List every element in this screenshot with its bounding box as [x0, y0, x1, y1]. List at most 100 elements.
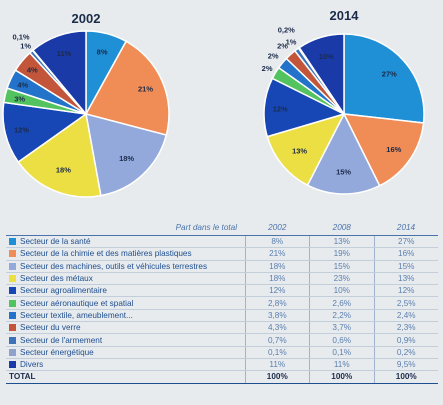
- slice-label: 8%: [97, 47, 108, 56]
- slice-label: 1%: [286, 38, 297, 47]
- slice-label: 2%: [262, 64, 273, 73]
- row-label-cell: Secteur textile, ameublement...: [6, 309, 246, 323]
- row-value: 2,2%: [309, 309, 374, 323]
- row-value: 3,8%: [244, 309, 310, 323]
- slice-label: 2%: [277, 42, 288, 51]
- slice-label: 4%: [17, 81, 28, 90]
- table-row: Secteur de l'armement 0,7% 0,6% 0,9%: [6, 333, 438, 347]
- row-value: 2,6%: [309, 296, 374, 310]
- row-label-cell: Secteur de l'armement: [6, 333, 246, 347]
- row-value: 18%: [244, 272, 310, 286]
- row-label-cell: Secteur aéronautique et spatial: [6, 296, 246, 310]
- row-value: 15%: [373, 260, 438, 273]
- pie-charts: 20028%21%18%18%12%3%4%4%1%0,1%11%201427%…: [2, 8, 425, 198]
- legend-swatch: [9, 275, 16, 283]
- total-value: 100%: [309, 370, 374, 384]
- row-value: 23%: [309, 272, 374, 286]
- table-row: Secteur du verre 4,3% 3,7% 2,3%: [6, 321, 438, 335]
- slice-label: 12%: [14, 126, 29, 135]
- pie-slice: [306, 112, 381, 195]
- row-label: Secteur de la chimie et des matières pla…: [20, 249, 192, 259]
- row-value: 0,9%: [373, 333, 438, 347]
- pie-2002: 2002 8% 21% 18% 18% 12% 3% 4% 4% 1%0,1% 11%: [2, 11, 170, 198]
- row-label: Secteur de l'armement: [20, 335, 103, 345]
- row-label-cell: Secteur agroalimentaire: [6, 284, 246, 298]
- row-label-cell: Secteur des métaux: [6, 272, 246, 286]
- pie-slice: [85, 112, 168, 197]
- legend-swatch: [9, 348, 16, 356]
- total-value: 100%: [373, 370, 438, 384]
- row-value: 0,6%: [309, 333, 374, 347]
- legend-swatch: [9, 299, 16, 307]
- legend-swatch: [9, 262, 16, 270]
- table-row: Secteur énergétique 0,1% 0,1% 0,2%: [6, 346, 438, 359]
- slice-label: 27%: [382, 70, 397, 79]
- slice-label: 18%: [119, 154, 134, 163]
- legend-swatch: [9, 361, 16, 369]
- slice-label: 21%: [138, 85, 153, 94]
- header-year-2014: 2014: [374, 219, 438, 236]
- row-label-cell: Divers: [6, 358, 246, 372]
- legend-swatch: [9, 238, 16, 246]
- pie-slice: [84, 40, 170, 136]
- row-value: 11%: [309, 358, 374, 372]
- row-value: 2,4%: [373, 309, 438, 323]
- table-row: Secteur de la santé 8% 13% 27%: [6, 235, 438, 249]
- row-label-cell: Secteur du verre: [6, 321, 246, 335]
- row-value: 12%: [373, 284, 438, 298]
- slice-label: 0,1%: [12, 32, 29, 41]
- row-value: 13%: [309, 235, 374, 249]
- row-value: 0,2%: [373, 346, 438, 359]
- row-value: 21%: [244, 247, 310, 261]
- row-value: 0,1%: [244, 346, 310, 359]
- row-value: 11%: [244, 358, 310, 372]
- legend-swatch: [9, 287, 16, 295]
- table-row: Secteur aéronautique et spatial 2,8% 2,6% 2…: [6, 296, 438, 310]
- pie-slice: [31, 30, 87, 117]
- total-value: 100%: [244, 370, 310, 384]
- table-row: Secteur des machines, outils et véhicule…: [6, 260, 438, 273]
- slice-label: 18%: [56, 165, 71, 174]
- slice-label: 15%: [336, 168, 351, 177]
- header-label: Part dans le total: [6, 219, 246, 236]
- legend-swatch: [9, 311, 16, 319]
- slice-label: 1%: [20, 42, 31, 51]
- row-label: Divers: [20, 360, 44, 370]
- slice-label: 0,2%: [278, 25, 295, 34]
- pie-slice: [343, 33, 425, 124]
- row-label: Secteur de la santé: [20, 237, 91, 247]
- row-value: 19%: [309, 247, 374, 261]
- slice-label: 2%: [268, 51, 279, 60]
- legend-swatch: [9, 250, 16, 258]
- total-label: TOTAL: [6, 370, 246, 384]
- table-header: Part dans le total 2002 2008 2014: [6, 219, 438, 236]
- row-label: Secteur des métaux: [20, 274, 93, 284]
- table-row: Divers 11% 11% 9,5%: [6, 358, 438, 372]
- legend-swatch: [9, 336, 16, 344]
- table-row: Secteur de la chimie et des matières pla…: [6, 247, 438, 261]
- row-label: Secteur énergétique: [20, 347, 94, 357]
- slice-label: 16%: [386, 145, 401, 154]
- table-row: Secteur des métaux 18% 23% 13%: [6, 272, 438, 286]
- slice-label: 3%: [14, 95, 25, 104]
- pie-title: 2014: [330, 8, 360, 23]
- row-value: 13%: [373, 272, 438, 286]
- table-row: Secteur agroalimentaire 12% 10% 12%: [6, 284, 438, 298]
- row-value: 10%: [309, 284, 374, 298]
- pie-slice: [266, 112, 346, 187]
- slice-label: 4%: [27, 66, 38, 75]
- header-year-2008: 2008: [309, 219, 374, 236]
- row-label-cell: Secteur de la santé: [6, 235, 246, 249]
- row-label: Secteur des machines, outils et véhicule…: [20, 261, 208, 271]
- row-label: Secteur aéronautique et spatial: [20, 298, 134, 308]
- pie-slice: [17, 112, 102, 198]
- slice-label: 10%: [319, 52, 334, 61]
- row-value: 12%: [244, 284, 310, 298]
- table-row: Secteur textile, ameublement... 3,8% 2,2% 2…: [6, 309, 438, 323]
- slice-label: 13%: [292, 147, 307, 156]
- row-value: 9,5%: [373, 358, 438, 372]
- row-value: 4,3%: [244, 321, 310, 335]
- row-value: 0,7%: [244, 333, 310, 347]
